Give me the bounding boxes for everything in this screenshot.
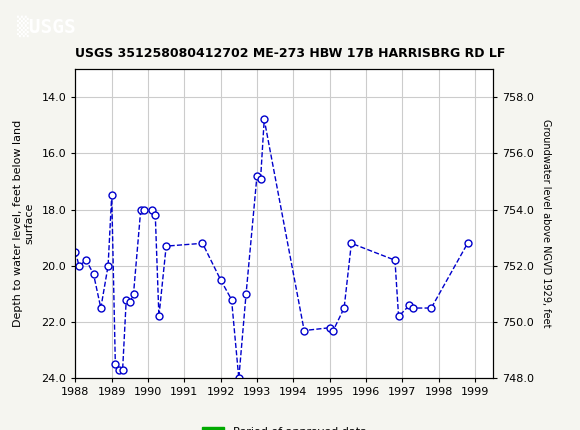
Legend: Period of approved data: Period of approved data: [197, 422, 371, 430]
Bar: [75, 383, 97, 394]
Bar: [130, 383, 166, 394]
Y-axis label: Groundwater level above NGVD 1929, feet: Groundwater level above NGVD 1929, feet: [541, 120, 551, 328]
Text: USGS 351258080412702 ME-273 HBW 17B HARRISBRG RD LF: USGS 351258080412702 ME-273 HBW 17B HARR…: [75, 47, 505, 60]
Text: ▒USGS: ▒USGS: [17, 15, 76, 37]
Bar: [456, 383, 464, 394]
Bar: [220, 383, 275, 394]
Y-axis label: Depth to water level, feet below land
surface: Depth to water level, feet below land su…: [13, 120, 35, 327]
Bar: [384, 383, 420, 394]
Bar: [311, 383, 355, 394]
